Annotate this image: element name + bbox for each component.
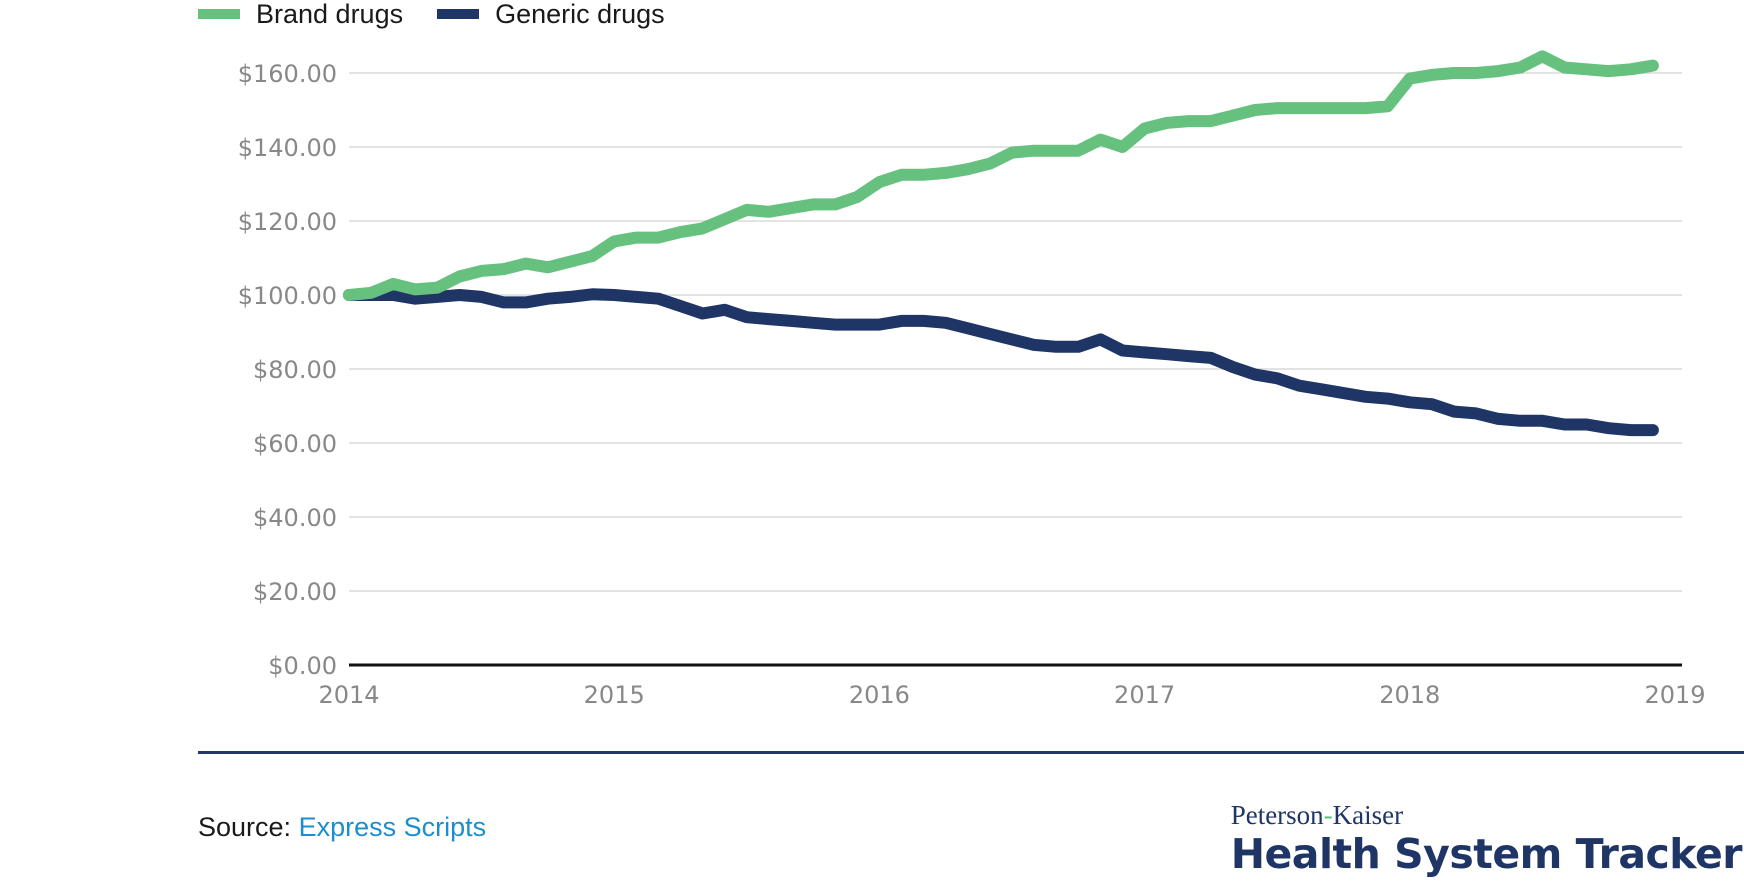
x-tick-label-2016: 2016 (849, 681, 910, 709)
footer-divider (198, 751, 1744, 754)
legend-label-brand-drugs: Brand drugs (256, 0, 404, 29)
series-lines (343, 50, 1659, 437)
y-tick-label-0: $0.00 (268, 652, 337, 680)
x-tick-label-2018: 2018 (1379, 681, 1440, 709)
source-prefix: Source: (198, 812, 292, 842)
y-tick-label-100: $100.00 (238, 282, 337, 310)
chart-legend: Brand drugs Generic drugs (198, 0, 699, 30)
x-tick-label-2017: 2017 (1114, 681, 1175, 709)
source-link-express-scripts[interactable]: Express Scripts (298, 812, 487, 842)
brand-logo-top: Peterson-Kaiser (1231, 800, 1742, 830)
x-axis-tick-labels: 2014 2015 2016 2017 2018 2019 (318, 681, 1705, 709)
brand-logo-hyphen: - (1323, 800, 1333, 830)
legend-swatch-generic-drugs (437, 9, 480, 19)
legend-item-generic-drugs[interactable]: Generic drugs (437, 0, 665, 30)
series-line-brand-drugs (343, 50, 1659, 301)
x-tick-label-2019: 2019 (1644, 681, 1705, 709)
y-tick-label-80: $80.00 (253, 356, 337, 384)
y-tick-label-160: $160.00 (238, 60, 337, 88)
brand-logo-kaiser: Kaiser (1332, 800, 1404, 830)
legend-item-brand-drugs[interactable]: Brand drugs (198, 0, 403, 30)
y-tick-label-20: $20.00 (253, 578, 337, 606)
brand-logo[interactable]: Peterson-Kaiser Health System Tracker (1230, 800, 1743, 878)
brand-logo-title: Health System Tracker (1230, 830, 1743, 878)
y-tick-label-140: $140.00 (238, 134, 337, 162)
brand-logo-peterson: Peterson (1230, 800, 1324, 830)
series-line-generic-drugs (343, 288, 1659, 437)
y-tick-label-120: $120.00 (238, 208, 337, 236)
y-axis-tick-labels: $0.00 $20.00 $40.00 $60.00 $80.00 $100.00 $120… (238, 60, 337, 680)
line-chart: $0.00 $20.00 $40.00 $60.00 $80.00 $100.00 $120… (238, 50, 1706, 709)
y-tick-label-40: $40.00 (253, 504, 337, 532)
x-tick-label-2015: 2015 (584, 681, 645, 709)
x-tick-label-2014: 2014 (318, 681, 379, 709)
legend-swatch-brand-drugs (198, 9, 240, 19)
legend-label-generic-drugs: Generic drugs (495, 0, 665, 29)
source-note: Source: Express Scripts (198, 812, 486, 843)
y-tick-label-60: $60.00 (253, 430, 337, 458)
